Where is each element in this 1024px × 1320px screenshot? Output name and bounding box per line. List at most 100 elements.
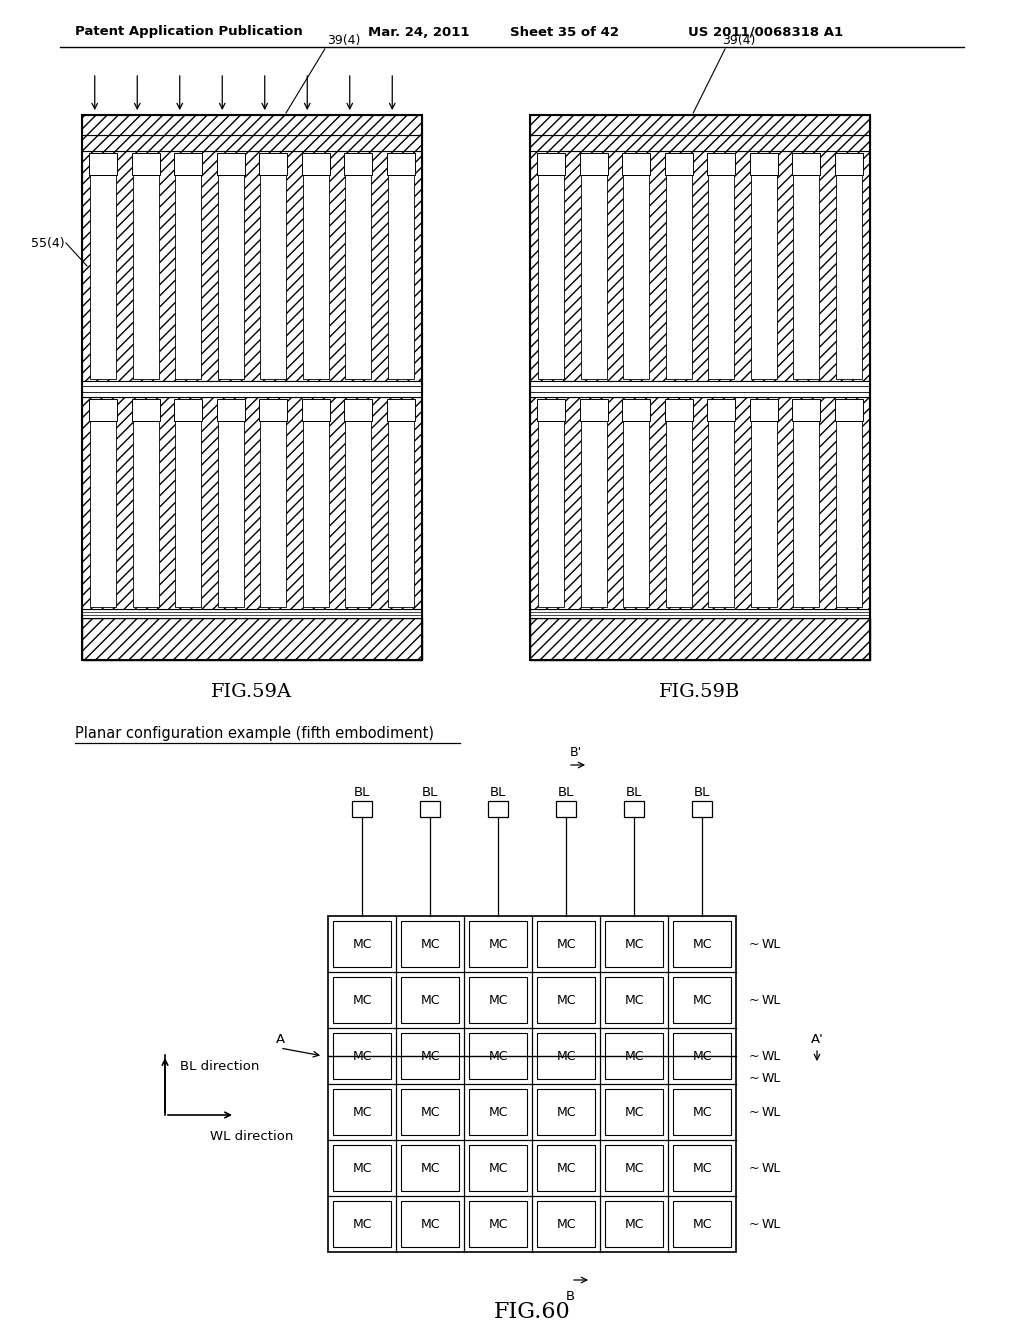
- Bar: [537, 1201, 595, 1247]
- Text: Patent Application Publication: Patent Application Publication: [75, 25, 303, 38]
- Text: MC: MC: [420, 937, 439, 950]
- Text: MC: MC: [488, 1217, 508, 1230]
- Bar: [537, 153, 565, 176]
- Bar: [344, 153, 373, 176]
- Bar: [673, 1144, 731, 1191]
- Text: WL direction: WL direction: [210, 1130, 293, 1143]
- Bar: [82, 618, 422, 660]
- Bar: [175, 421, 202, 607]
- Bar: [89, 399, 118, 421]
- Bar: [605, 921, 663, 968]
- Bar: [623, 421, 649, 607]
- Bar: [751, 176, 777, 379]
- Text: WL: WL: [762, 937, 781, 950]
- Text: MC: MC: [352, 1049, 372, 1063]
- Bar: [401, 1034, 459, 1078]
- Text: BL: BL: [422, 785, 438, 799]
- Text: MC: MC: [420, 1162, 439, 1175]
- Bar: [537, 399, 565, 421]
- Bar: [82, 397, 422, 609]
- Bar: [537, 921, 595, 968]
- Bar: [530, 397, 870, 609]
- Bar: [132, 176, 159, 379]
- Text: A: A: [275, 1034, 285, 1045]
- Bar: [469, 1201, 527, 1247]
- Text: MC: MC: [420, 1217, 439, 1230]
- Text: ~: ~: [749, 1217, 760, 1230]
- Bar: [260, 421, 287, 607]
- Bar: [538, 176, 564, 379]
- Text: ~: ~: [749, 1049, 760, 1063]
- Bar: [530, 150, 870, 381]
- Text: B: B: [565, 1290, 574, 1303]
- Bar: [82, 115, 422, 660]
- Text: MC: MC: [488, 937, 508, 950]
- Text: BL: BL: [354, 785, 371, 799]
- Text: MC: MC: [692, 1217, 712, 1230]
- Bar: [530, 115, 870, 135]
- Bar: [469, 1089, 527, 1135]
- Bar: [401, 977, 459, 1023]
- Text: MC: MC: [625, 1106, 644, 1118]
- Text: 55(4): 55(4): [32, 236, 65, 249]
- Bar: [793, 421, 819, 607]
- Text: Planar configuration example (fifth embodiment): Planar configuration example (fifth embo…: [75, 726, 434, 741]
- Text: MC: MC: [420, 994, 439, 1006]
- Bar: [580, 399, 608, 421]
- Bar: [530, 135, 870, 150]
- Text: MC: MC: [488, 1106, 508, 1118]
- Text: ~: ~: [749, 1106, 760, 1118]
- Bar: [401, 1144, 459, 1191]
- Text: BL: BL: [489, 785, 506, 799]
- Bar: [260, 176, 287, 379]
- Bar: [665, 153, 693, 176]
- Bar: [537, 1089, 595, 1135]
- Text: MC: MC: [420, 1106, 439, 1118]
- Bar: [836, 421, 862, 607]
- Text: MC: MC: [488, 1162, 508, 1175]
- Bar: [605, 1089, 663, 1135]
- Bar: [605, 977, 663, 1023]
- Text: MC: MC: [352, 994, 372, 1006]
- Bar: [469, 1144, 527, 1191]
- Bar: [90, 421, 117, 607]
- Bar: [836, 176, 862, 379]
- Bar: [708, 153, 735, 176]
- Bar: [537, 977, 595, 1023]
- Bar: [175, 176, 202, 379]
- Bar: [708, 421, 734, 607]
- Bar: [469, 977, 527, 1023]
- Text: MC: MC: [556, 994, 575, 1006]
- Bar: [624, 801, 644, 817]
- Text: Mar. 24, 2011: Mar. 24, 2011: [368, 25, 469, 38]
- Bar: [537, 1144, 595, 1191]
- Bar: [345, 176, 372, 379]
- Text: FIG.59B: FIG.59B: [659, 682, 740, 701]
- Bar: [302, 399, 330, 421]
- Bar: [538, 421, 564, 607]
- Text: MC: MC: [556, 1217, 575, 1230]
- Text: 39(4): 39(4): [722, 34, 756, 48]
- Text: MC: MC: [625, 1162, 644, 1175]
- Text: ~: ~: [749, 994, 760, 1006]
- Bar: [333, 977, 391, 1023]
- Text: WL: WL: [762, 1162, 781, 1175]
- Bar: [666, 176, 692, 379]
- Text: FIG.60: FIG.60: [494, 1302, 570, 1320]
- Bar: [216, 399, 245, 421]
- Bar: [333, 1034, 391, 1078]
- Text: MC: MC: [625, 937, 644, 950]
- Bar: [692, 801, 712, 817]
- Bar: [387, 399, 415, 421]
- Text: BL: BL: [694, 785, 711, 799]
- Bar: [82, 115, 422, 135]
- Text: WL: WL: [762, 1049, 781, 1063]
- Text: WL: WL: [762, 1217, 781, 1230]
- Text: MC: MC: [692, 1106, 712, 1118]
- Bar: [302, 153, 330, 176]
- Text: ~: ~: [749, 937, 760, 950]
- Bar: [401, 921, 459, 968]
- Bar: [673, 1201, 731, 1247]
- Text: MC: MC: [556, 1162, 575, 1175]
- Text: A': A': [811, 1034, 823, 1045]
